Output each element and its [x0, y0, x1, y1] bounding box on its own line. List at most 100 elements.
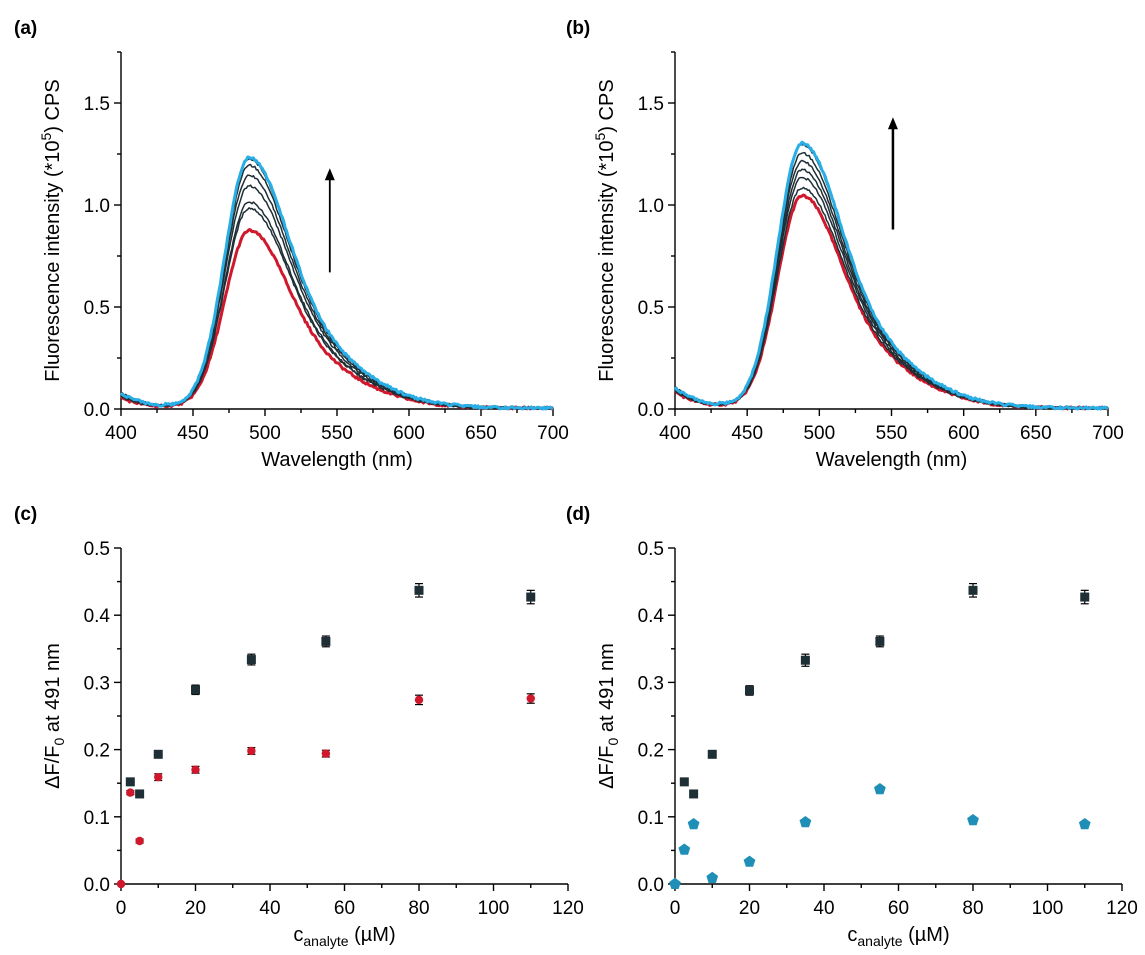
y-tick-label: 1.0: [638, 196, 664, 217]
data-point-square: [745, 685, 754, 695]
data-point-circle: [135, 836, 144, 846]
y-tick-label: 1.0: [84, 196, 110, 217]
y-tick-label: 0.3: [638, 673, 664, 694]
spectrum-dark-2: [674, 176, 1108, 410]
y-tick-label: 1.5: [638, 94, 664, 115]
data-point-circle: [191, 765, 200, 774]
data-point-circle: [126, 788, 135, 797]
data-point-square: [246, 655, 256, 665]
x-tick-label: 100: [1032, 898, 1064, 919]
y-tick-label: 0.2: [84, 741, 110, 762]
data-point-square: [135, 789, 145, 799]
x-tick-label: 0: [116, 898, 127, 919]
spectrum-dark-6: [120, 158, 554, 410]
data-point-circle: [526, 694, 535, 703]
data-point-pentagon: [874, 783, 886, 795]
spectrum-dark-4: [120, 174, 554, 410]
y-axis-title: ΔF/F0 at 491 nm: [42, 643, 67, 789]
data-point-circle: [414, 695, 424, 705]
data-point-square: [191, 685, 200, 695]
data-point-pentagon: [1078, 818, 1091, 830]
spectrum-dark-5: [120, 163, 554, 410]
spectrum-dark-1: [120, 207, 554, 410]
data-point-pentagon: [669, 877, 681, 889]
data-point-circle: [247, 746, 256, 756]
x-tick-label: 650: [465, 423, 497, 444]
y-tick-label: 0.5: [84, 539, 110, 560]
x-tick-label: 120: [552, 898, 584, 919]
y-tick-label: 1.5: [84, 94, 110, 115]
spectrum-blue-7: [673, 140, 1109, 411]
trend-arrow-head: [887, 117, 898, 130]
x-axis-title: canalyte (µM): [293, 924, 395, 949]
x-tick-label: 0: [670, 898, 681, 919]
x-tick-label: 20: [185, 898, 206, 919]
x-tick-label: 400: [659, 423, 691, 444]
data-point-pentagon: [799, 816, 812, 828]
data-point-square: [968, 585, 978, 595]
spectrum-dark-2: [120, 201, 553, 410]
spectrum-blue-7: [119, 155, 554, 411]
y-axis-title: Fluorescence intensity (*105) CPS: [592, 79, 618, 381]
y-axis-title: Fluorescence intensity (*105) CPS: [38, 79, 64, 381]
x-tick-label: 600: [393, 423, 425, 444]
panel-c: (c) 0 20 40 60 80 100 120 0.0 0.1 0.2 0.3 0.4 0.5 cana…: [14, 504, 584, 949]
x-tick-label: 500: [803, 423, 835, 444]
x-tick-label: 450: [731, 423, 763, 444]
x-tick-label: 550: [321, 423, 353, 444]
data-point-square: [125, 777, 135, 787]
y-tick-label: 0.5: [84, 298, 110, 319]
data-point-square: [875, 636, 885, 646]
x-axis-title: Wavelength (nm): [261, 449, 413, 471]
y-tick-label: 0.5: [638, 539, 664, 560]
y-tick-label: 0.0: [84, 400, 110, 421]
data-point-circle: [154, 772, 163, 782]
y-tick-label: 0.3: [84, 673, 110, 694]
y-tick-label: 0.0: [84, 875, 110, 896]
y-axis-title: ΔF/F0 at 491 nm: [596, 643, 621, 789]
x-tick-label: 40: [259, 898, 280, 919]
data-point-pentagon: [743, 855, 756, 867]
data-point-circle: [321, 749, 331, 758]
y-tick-label: 0.4: [84, 606, 111, 627]
data-point-square: [526, 592, 536, 602]
spectrum-dark-5: [674, 151, 1109, 410]
x-axis-title: canalyte (µM): [847, 924, 949, 949]
spectrum-dark-4: [674, 159, 1109, 410]
data-point-pentagon: [687, 818, 700, 830]
x-tick-label: 400: [105, 423, 137, 444]
data-point-square: [153, 749, 163, 759]
panel-b: (b) 400 450 500 550 600 650 700 0.0 0.5 1.0 1.5 Wave…: [566, 18, 1124, 471]
x-axis-title: Wavelength (nm): [816, 449, 968, 471]
panel-label: (c): [14, 504, 37, 525]
y-tick-label: 0.1: [84, 808, 110, 829]
x-tick-label: 80: [962, 898, 983, 919]
data-point-circle: [116, 879, 126, 889]
x-tick-label: 60: [334, 898, 355, 919]
data-point-square: [321, 636, 331, 646]
data-point-pentagon: [678, 843, 691, 855]
x-tick-label: 450: [177, 423, 209, 444]
x-tick-label: 100: [478, 898, 510, 919]
data-point-square: [1080, 592, 1090, 602]
data-point-pentagon: [706, 871, 719, 883]
panel-a: (a) 400 450 500 550 600 650 700 0.0 0.5 1.0 1.5 Wave…: [14, 18, 569, 471]
y-tick-label: 0.2: [638, 741, 664, 762]
x-tick-label: 20: [739, 898, 760, 919]
x-tick-label: 60: [888, 898, 909, 919]
x-tick-label: 700: [537, 423, 569, 444]
x-tick-label: 500: [249, 423, 281, 444]
x-tick-label: 650: [1020, 423, 1052, 444]
x-tick-label: 550: [876, 423, 908, 444]
panel-label: (a): [14, 18, 37, 39]
y-tick-label: 0.1: [638, 808, 664, 829]
panel-label: (b): [566, 18, 590, 39]
data-point-square: [800, 655, 810, 665]
spectrum-dark-3: [120, 184, 554, 410]
data-point-square: [689, 789, 699, 799]
y-tick-label: 0.5: [638, 298, 664, 319]
data-point-pentagon: [967, 814, 979, 826]
spectrum-dark-6: [674, 143, 1109, 410]
panel-d: (d) 0 20 40 60 80 100 120 0.0 0.1 0.2 0.3 0.4 0.5 cana…: [566, 504, 1138, 949]
